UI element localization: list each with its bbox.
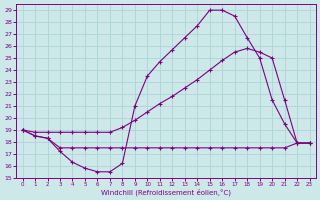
X-axis label: Windchill (Refroidissement éolien,°C): Windchill (Refroidissement éolien,°C) [101,188,231,196]
